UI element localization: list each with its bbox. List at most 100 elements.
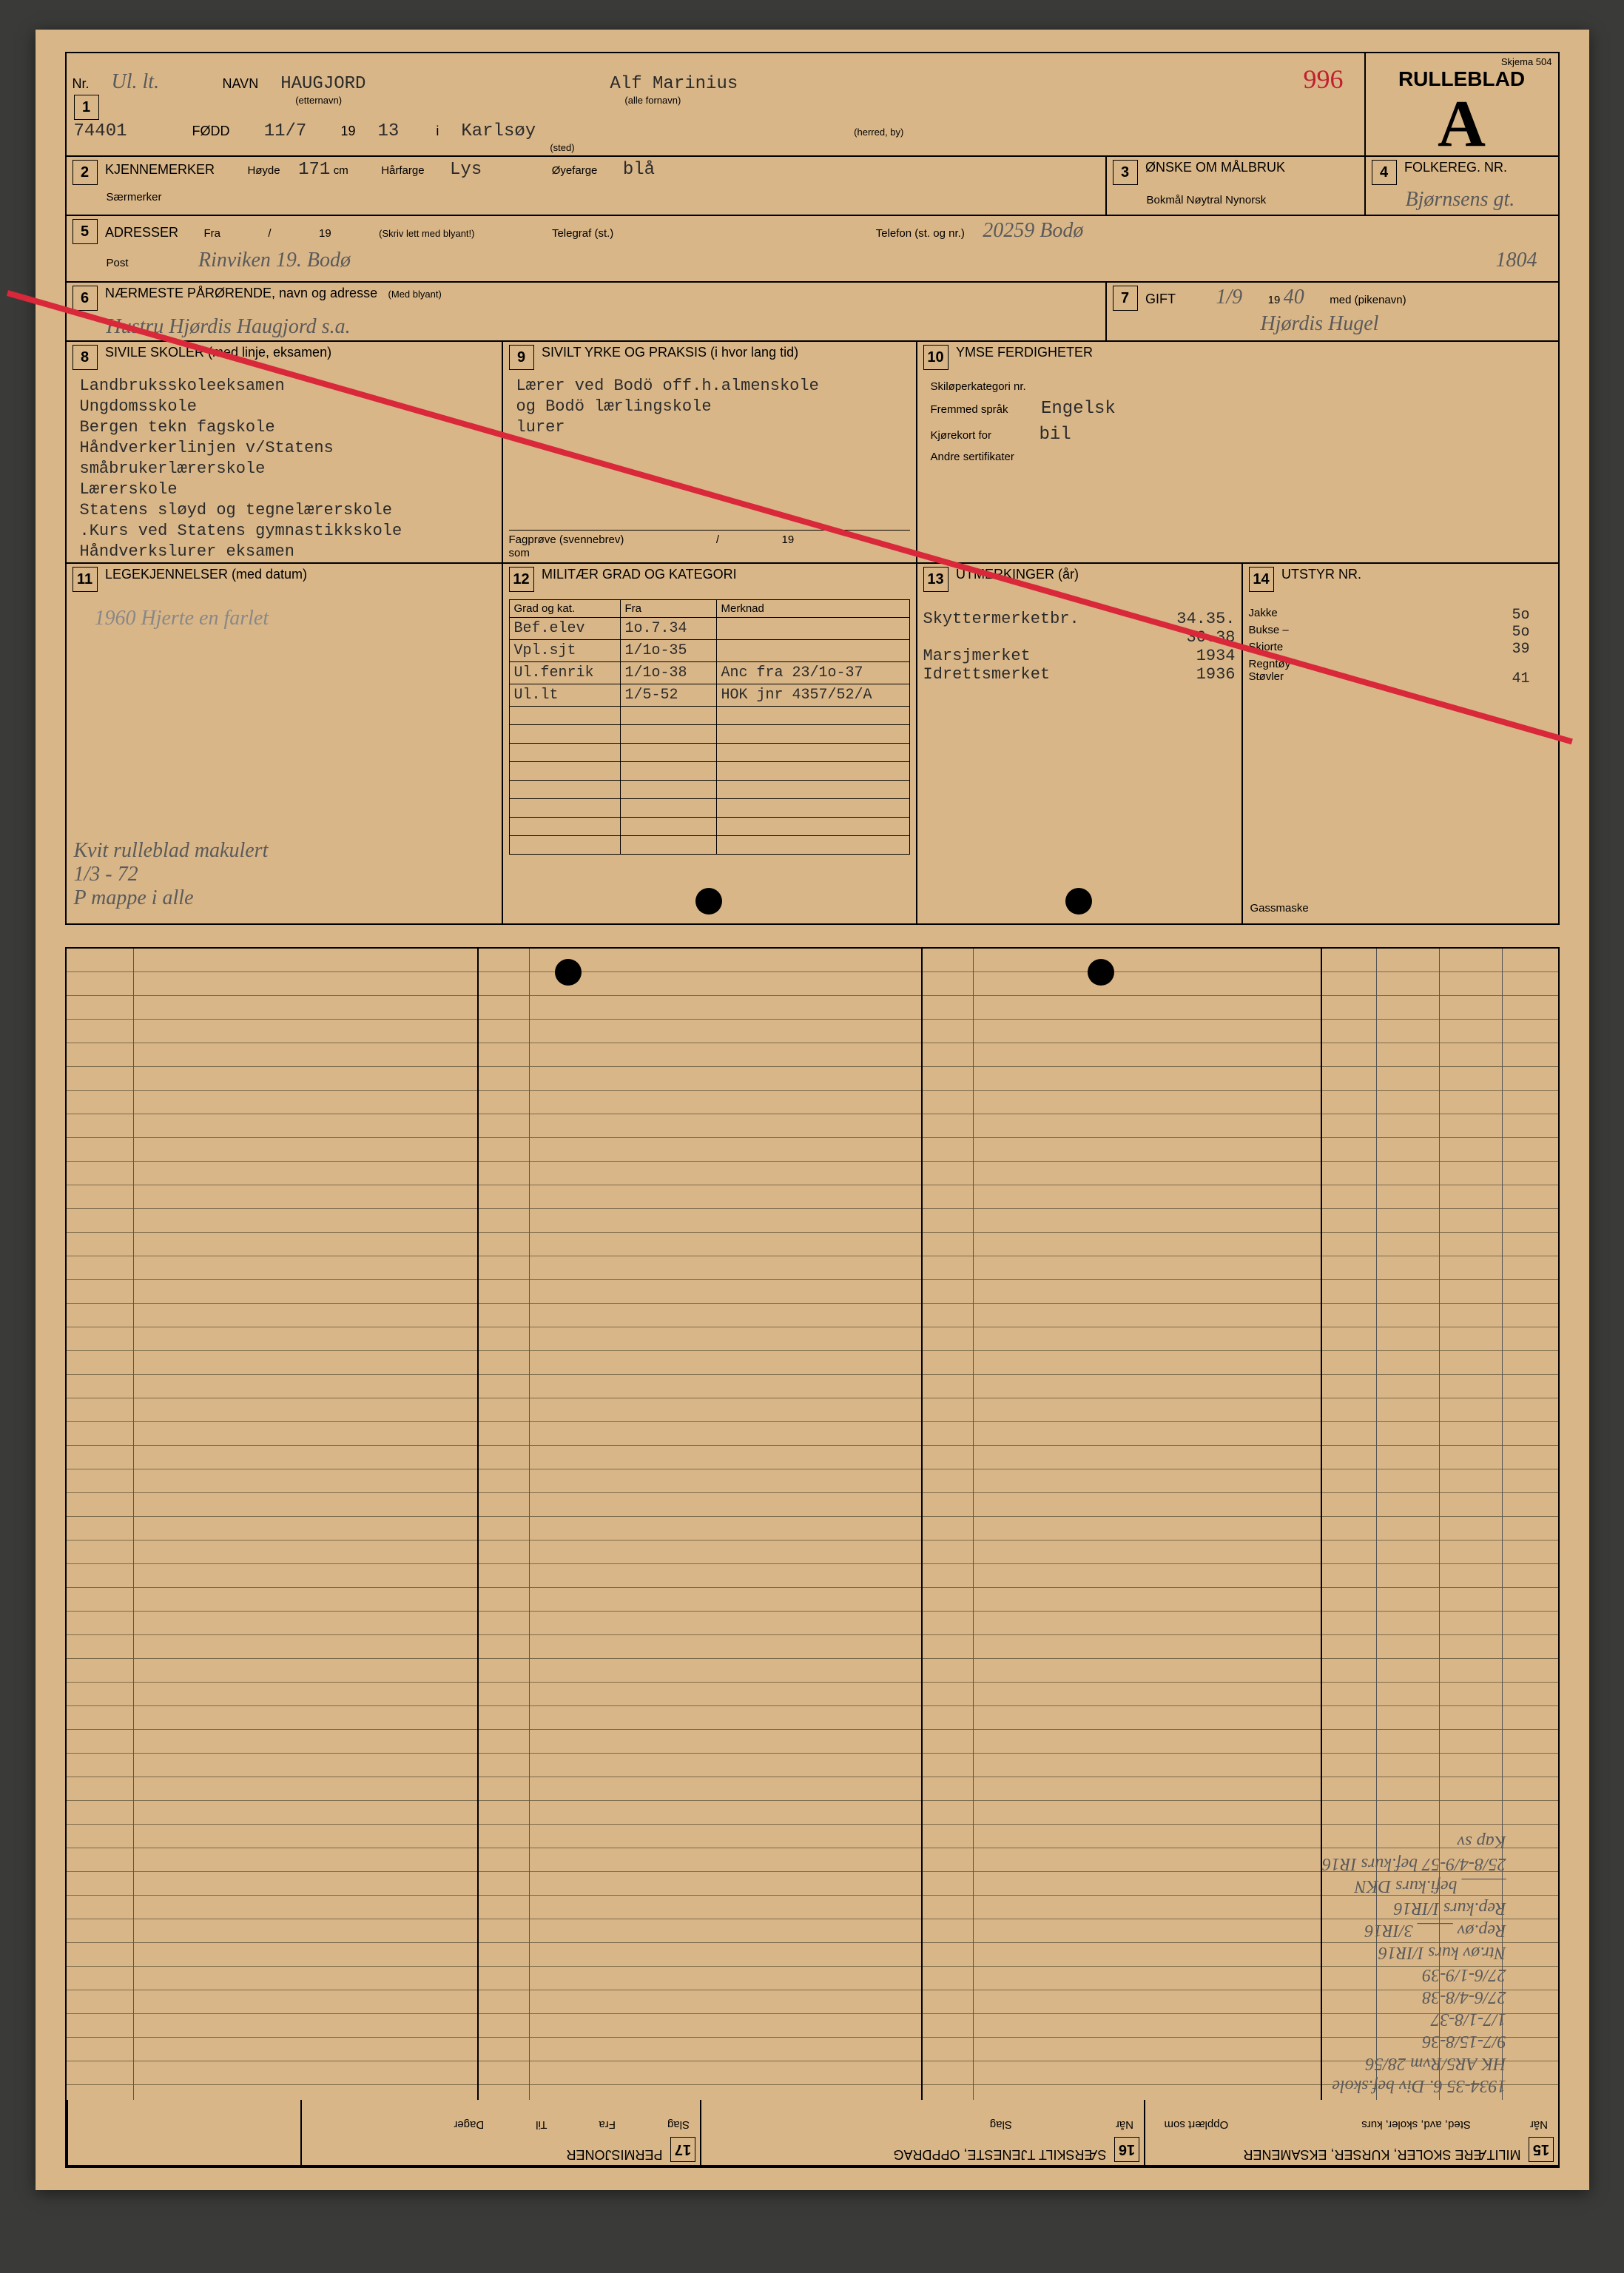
box8-line: småbrukerlærerskole	[80, 459, 496, 479]
y19-1: 19	[341, 124, 356, 139]
box7-name: Hjørdis Hugel	[1261, 312, 1552, 336]
box5-title: ADRESSER	[105, 225, 178, 240]
table-row	[509, 725, 909, 744]
box3-opts: Bokmål Nøytral Nynorsk	[1147, 194, 1358, 206]
box8-line: Lærerskole	[80, 479, 496, 500]
box14-title: UTSTYR NR.	[1281, 567, 1361, 582]
box14-item: Bukse –5o	[1249, 624, 1552, 641]
post: Post	[107, 257, 129, 269]
box6-val: Hustru Hjørdis Haugjord s.a.	[107, 315, 1099, 339]
sprak: Engelsk	[1041, 399, 1116, 419]
punch-hole-4	[1088, 959, 1114, 986]
box16-title: SÆRSKILT TJENESTE, OPPDRAG	[893, 2147, 1106, 2162]
table-row: Ul.fenrik1/1o-38Anc fra 23/1o-37	[509, 662, 909, 684]
bottom-header: 15 MILITÆRE SKOLER, KURSER, EKSAMENER Nå…	[67, 2100, 1558, 2166]
punch-hole	[695, 888, 722, 915]
big-a: A	[1372, 91, 1552, 158]
box8-lines: LandbruksskoleeksamenUngdomsskoleBergen …	[80, 376, 496, 562]
box-8-num: 8	[73, 345, 98, 370]
tel-val: 20259 Bodø	[983, 219, 1083, 242]
box14-item: Jakke5o	[1249, 607, 1552, 624]
saermerker: Særmerker	[107, 191, 1099, 203]
navn-label: NAVN	[223, 76, 259, 92]
tel-val2: 1804	[1496, 249, 1537, 272]
skjema: Skjema 504	[1372, 56, 1552, 67]
harfarge: Lys	[450, 160, 482, 180]
col-merknad: Merknad	[716, 600, 909, 618]
lower-card: 1934-35 6. Div bef.skoleHK AR5/Rvm 28/56…	[65, 947, 1560, 2168]
lower-hand-line: Ntr.øv kurs I/IR16	[1322, 1942, 1506, 1964]
lower-hand-line: 1934-35 6. Div bef.skole	[1322, 2075, 1506, 2097]
box8-line: Håndverkslurer eksamen	[80, 542, 496, 562]
box-15-num: 15	[1529, 2137, 1554, 2162]
c17-1: Fra	[599, 2118, 616, 2131]
box-9-num: 9	[509, 345, 534, 370]
sted: Karlsøy	[461, 121, 536, 141]
box9-title: SIVILT YRKE OG PRAKSIS (i hvor lang tid)	[542, 345, 798, 360]
table-row	[509, 818, 909, 836]
c15-1: Sted, avd, skoler, kurs	[1361, 2118, 1471, 2131]
box-4-num: 4	[1372, 160, 1397, 185]
mil-table: Grad og kat. Fra Merknad Bef.elev1o.7.34…	[509, 599, 910, 855]
fornavn: Alf Marinius	[610, 74, 738, 94]
slash1: /	[268, 227, 271, 240]
box-6-num: 6	[73, 286, 98, 311]
fodd-label: FØDD	[192, 124, 230, 139]
box-5-num: 5	[73, 219, 98, 244]
c17-2: Til	[536, 2118, 547, 2131]
box11-note2: Kvit rulleblad makulert	[74, 839, 269, 863]
box-2-num: 2	[73, 160, 98, 185]
box15-title: MILITÆRE SKOLER, KURSER, EKSAMENER	[1243, 2147, 1520, 2162]
punch-hole-3	[555, 959, 582, 986]
fodd-day: 11/7	[252, 121, 319, 141]
box4-title: FOLKEREG. NR.	[1404, 160, 1507, 175]
y19-4: 19	[781, 533, 794, 546]
box13-row: Marsjmerket1934	[923, 647, 1236, 665]
y19-3: 19	[1268, 294, 1281, 306]
box11-note3: 1/3 - 72	[74, 863, 269, 886]
oyefarge-lbl: Øyefarge	[552, 164, 598, 177]
etternavn: HAUGJORD	[280, 74, 365, 94]
c16-0: Når	[1115, 2118, 1133, 2131]
andre: Andre sertifikater	[931, 451, 1552, 463]
box-17-num: 17	[670, 2137, 695, 2162]
lower-handwriting: 1934-35 6. Div bef.skoleHK AR5/Rvm 28/56…	[1322, 1831, 1506, 2097]
cm: cm	[334, 164, 348, 177]
box8-line: Landbruksskoleeksamen	[80, 376, 496, 397]
box9-line: Lærer ved Bodö off.h.almenskole	[516, 376, 910, 397]
box8-line: .Kurs ved Statens gymnastikkskole	[80, 521, 496, 542]
col-fra: Fra	[620, 600, 716, 618]
etternavn-sub: (etternavn)	[295, 95, 342, 106]
c17-3: Dager	[454, 2118, 484, 2131]
table-row	[509, 836, 909, 855]
box11-note4: P mappe i alle	[74, 886, 269, 910]
fra: Fra	[203, 227, 220, 240]
box7-med: med (pikenavn)	[1330, 294, 1406, 306]
table-row: Bef.elev1o.7.34	[509, 618, 909, 640]
box-7-num: 7	[1113, 286, 1138, 311]
addr: Rinviken 19. Bodø	[198, 249, 351, 272]
lower-hand-line: HK AR5/Rvm 28/56	[1322, 2053, 1506, 2075]
col-grad: Grad og kat.	[509, 600, 620, 618]
lower-hand-line: 27/6-1/9-39	[1322, 1964, 1506, 1986]
kort: bil	[1039, 425, 1071, 445]
box8-line: Statens sløyd og tegnelærerskole	[80, 500, 496, 521]
box-13-num: 13	[923, 567, 949, 592]
table-row	[509, 781, 909, 799]
box-11-num: 11	[73, 567, 98, 592]
sprak-lbl: Fremmed språk	[931, 403, 1008, 416]
box13-row: Skyttermerketbr.34.35.	[923, 610, 1236, 628]
box12-title: MILITÆR GRAD OG KATEGORI	[542, 567, 737, 582]
telegraf: Telegraf (st.)	[552, 227, 613, 240]
upper-card: Nr. Ul. lt. NAVN HAUGJORD (etternavn) Al…	[65, 52, 1560, 925]
box4-val: Bjørnsens gt.	[1406, 188, 1552, 212]
kort-lbl: Kjørekort for	[931, 429, 992, 442]
oyefarge: blå	[623, 160, 655, 180]
fagprove: Fagprøve (svennebrev)	[509, 533, 624, 546]
lower-hand-line: Rep.kurs I/IR16	[1322, 1897, 1506, 1919]
ski: Skiløperkategori nr.	[931, 380, 1552, 393]
table-row	[509, 707, 909, 725]
box11-note: 1960 Hjerte en farlet	[95, 607, 496, 630]
table-row: Ul.lt1/5-52HOK jnr 4357/52/A	[509, 684, 909, 707]
herred-sub: (herred, by)	[854, 127, 903, 138]
